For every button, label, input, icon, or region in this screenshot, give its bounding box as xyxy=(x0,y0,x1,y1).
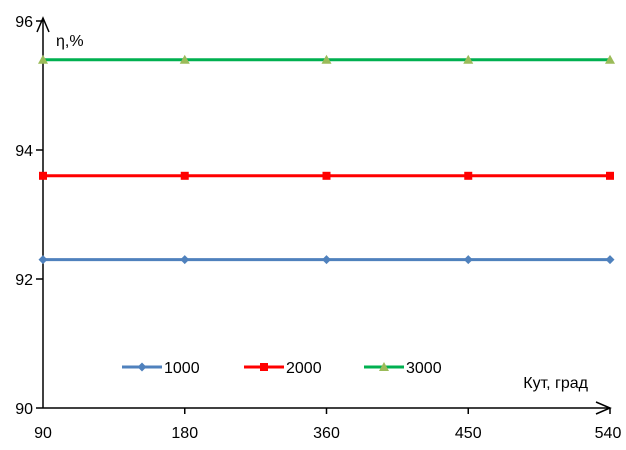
legend-marker xyxy=(260,363,268,371)
data-point xyxy=(321,54,332,64)
legend: 1000 2000 3000 xyxy=(122,360,442,377)
y-ticks: 90 92 94 96 xyxy=(15,14,43,418)
series-3000 xyxy=(38,54,615,64)
legend-item-2000: 2000 xyxy=(244,360,322,377)
data-point xyxy=(179,54,190,64)
legend-label: 2000 xyxy=(286,360,322,377)
data-point xyxy=(322,255,331,265)
data-point xyxy=(39,171,47,180)
legend-label: 1000 xyxy=(164,360,200,377)
data-point xyxy=(463,54,474,64)
legend-marker xyxy=(137,362,147,372)
legend-label: 3000 xyxy=(406,360,442,377)
x-tick-label: 90 xyxy=(34,425,52,442)
data-point xyxy=(464,171,473,180)
series-2000 xyxy=(39,171,614,180)
data-point xyxy=(38,255,48,265)
y-axis-title: η,% xyxy=(56,33,84,50)
data-point xyxy=(38,54,48,64)
y-tick-label: 92 xyxy=(15,272,33,289)
x-tick-label: 360 xyxy=(313,425,340,442)
legend-marker xyxy=(379,362,389,371)
series-1000 xyxy=(38,255,615,265)
data-point xyxy=(322,171,331,180)
data-point xyxy=(605,54,615,64)
legend-item-1000: 1000 xyxy=(122,360,200,377)
x-tick-label: 540 xyxy=(595,425,622,442)
y-axis-arrow xyxy=(36,16,50,33)
data-point xyxy=(180,255,190,265)
x-tick-label: 180 xyxy=(171,425,198,442)
x-tick-label: 450 xyxy=(455,425,482,442)
y-tick-label: 96 xyxy=(15,14,33,31)
data-point xyxy=(463,255,473,265)
x-ticks: 90 180 360 450 540 xyxy=(34,408,621,442)
data-point xyxy=(180,171,189,180)
x-axis-title: Кут, град xyxy=(523,375,588,392)
legend-item-3000: 3000 xyxy=(364,360,442,377)
y-tick-label: 90 xyxy=(15,401,33,418)
data-point xyxy=(606,171,614,180)
y-tick-label: 94 xyxy=(15,143,33,160)
series-layer xyxy=(38,54,615,265)
data-point xyxy=(605,255,615,265)
